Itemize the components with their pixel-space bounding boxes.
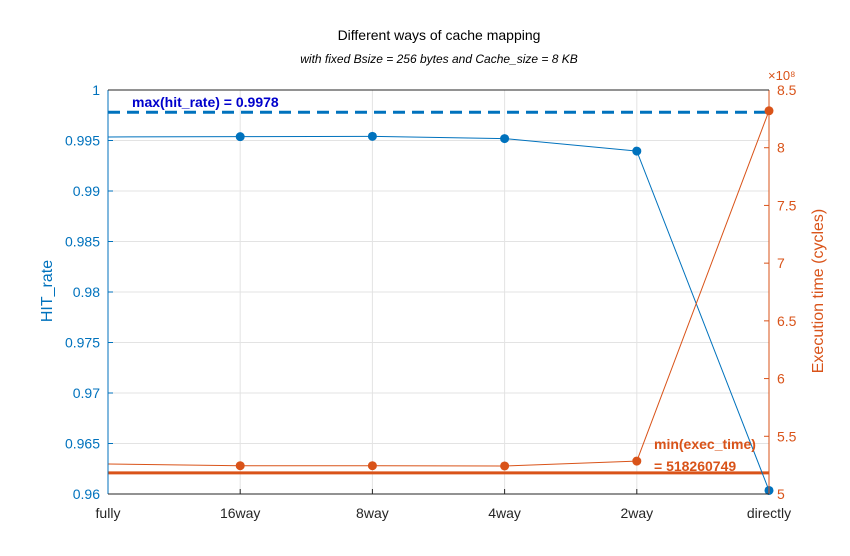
x-tick-label: directly (747, 505, 791, 521)
y-tick-label-right: 5 (777, 486, 785, 502)
tick-labels: fully 16way 8way 4way 2way directly 0.96 0.965 0… (65, 82, 797, 521)
exec-time-point (235, 461, 245, 471)
axes (107, 89, 770, 495)
y-tick-label-right: 8.5 (777, 82, 797, 98)
right-axis-exponent: ×10⁸ (768, 68, 796, 83)
hit-rate-point (632, 146, 642, 156)
y-tick-label-right: 7.5 (777, 197, 797, 213)
hit-rate-point (500, 134, 510, 144)
y-tick-label-right: 6.5 (777, 313, 797, 329)
hit-rate-line (107, 135, 770, 491)
exec-time-point (632, 456, 642, 466)
y-tick-label-right: 8 (777, 140, 785, 156)
min-exec-time-label-line1: min(exec_time) (654, 436, 756, 452)
x-tick-label: 8way (356, 505, 389, 521)
y-axis-label-right: Execution time (cycles) (810, 209, 827, 374)
y-tick-label-left: 0.965 (65, 436, 100, 452)
grid-lines (107, 89, 770, 495)
y-tick-label-left: 0.98 (73, 284, 100, 300)
exec-time-point (500, 461, 510, 471)
chart-title: Different ways of cache mapping (338, 27, 541, 43)
y-tick-label-left: 0.99 (73, 183, 100, 199)
y-tick-label-right: 6 (777, 371, 785, 387)
y-tick-label-left: 0.96 (73, 486, 100, 502)
y-tick-label-left: 1 (92, 82, 100, 98)
x-tick-label: 4way (488, 505, 521, 521)
max-hit-rate-label: max(hit_rate) = 0.9978 (132, 94, 279, 110)
min-exec-time-label-line2: = 518260749 (654, 458, 736, 474)
reference-lines (108, 110, 769, 475)
series-layer (107, 106, 774, 495)
chart-subtitle: with fixed Bsize = 256 bytes and Cache_s… (300, 52, 578, 66)
y-tick-label-right: 5.5 (777, 428, 797, 444)
exec-time-line (107, 110, 770, 467)
y-tick-label-left: 0.975 (65, 335, 100, 351)
x-tick-label: 16way (220, 505, 260, 521)
x-tick-label: fully (96, 505, 121, 521)
y-tick-label-right: 7 (777, 255, 785, 271)
x-tick-label: 2way (620, 505, 653, 521)
hit-rate-point (235, 132, 245, 142)
y-tick-label-left: 0.985 (65, 234, 100, 250)
exec-time-point (367, 461, 377, 471)
y-tick-label-left: 0.995 (65, 133, 100, 149)
y-axis-label-left: HIT_rate (39, 260, 56, 322)
y-tick-label-left: 0.97 (73, 385, 100, 401)
hit-rate-point (367, 131, 377, 141)
